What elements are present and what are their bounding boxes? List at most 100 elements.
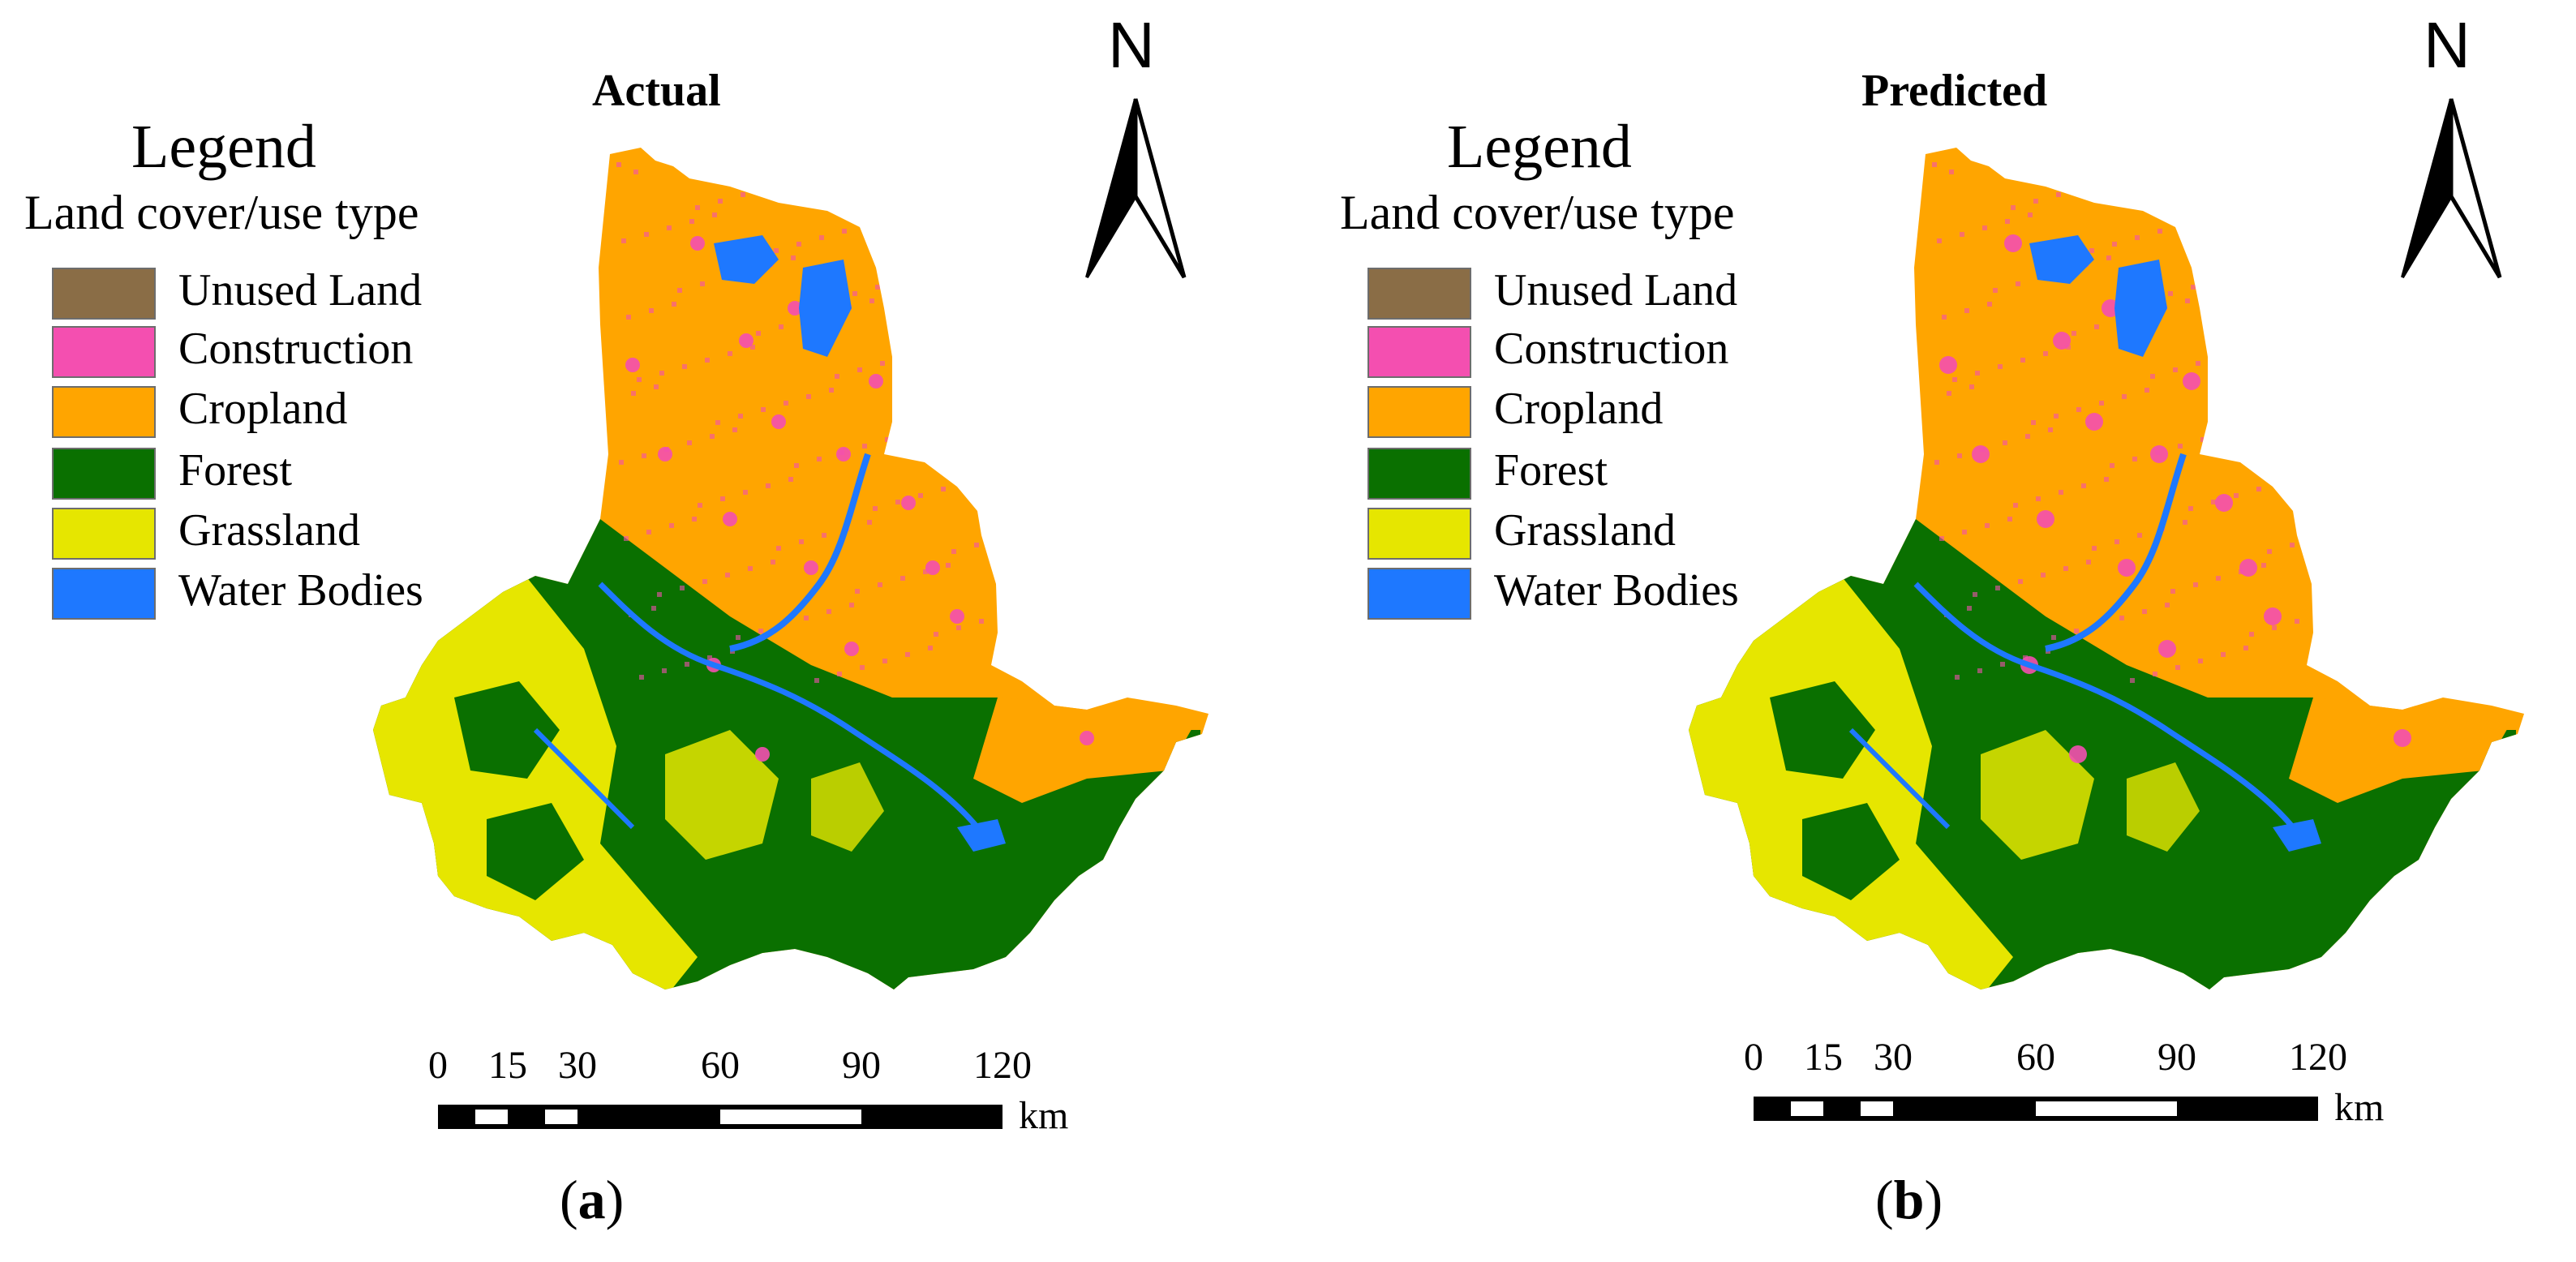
construction-pixel — [741, 192, 745, 197]
construction-pixel — [784, 401, 788, 406]
river — [2045, 453, 2187, 652]
construction-pixel — [705, 358, 710, 363]
construction-pixel — [2203, 216, 2208, 221]
construction-pixel — [2072, 331, 2076, 336]
construction-pixel — [2295, 619, 2299, 624]
construction-pixel — [2282, 259, 2286, 264]
construction-pixel — [633, 170, 638, 174]
construction-pixel — [934, 632, 938, 637]
legend-label: Grassland — [1494, 505, 1676, 556]
construction-pixel — [867, 520, 872, 525]
forest-patch — [487, 803, 584, 900]
construction-pixel — [2016, 281, 2020, 286]
construction-pixel — [616, 162, 621, 167]
construction-pixel — [796, 242, 801, 247]
scale-bar — [438, 1105, 1002, 1129]
cropland-area — [2289, 698, 2516, 803]
construction-pixel — [1964, 308, 1969, 313]
construction-pixel — [698, 503, 702, 508]
construction-pixel — [750, 345, 755, 350]
construction-pixel — [862, 444, 867, 449]
legend-title: Legend — [131, 113, 316, 181]
construction-pixel — [2054, 414, 2059, 419]
construction-pixel — [786, 179, 791, 184]
construction-pixel — [806, 394, 811, 399]
construction-pixel — [979, 619, 984, 624]
construction-pixel — [712, 212, 717, 217]
construction-pixel — [931, 334, 936, 339]
construction-pixel — [1967, 606, 1972, 611]
construction-pixel — [903, 354, 908, 359]
map-title: Actual — [592, 66, 721, 116]
construction-pixel — [2239, 569, 2243, 574]
construction-pixel — [2252, 410, 2256, 415]
construction-pixel — [2218, 354, 2223, 359]
construction-pixel — [826, 609, 831, 614]
river — [1913, 582, 2308, 845]
river — [533, 728, 635, 830]
legend-label: Forest — [178, 445, 292, 496]
construction-pixel — [895, 500, 900, 504]
construction-pixel — [2007, 517, 2012, 522]
construction-pixel — [814, 678, 819, 683]
construction-pixel — [1982, 225, 1987, 230]
scale-tick: 30 — [558, 1044, 597, 1087]
legend-label: Cropland — [178, 384, 348, 434]
forest-patch — [454, 681, 560, 779]
construction-pixel — [2102, 179, 2106, 184]
construction-pixel — [2274, 404, 2279, 409]
construction-pixel — [2122, 394, 2127, 399]
construction-pixel — [1998, 364, 2003, 369]
construction-pixel — [961, 182, 966, 187]
construction-pixel — [2249, 632, 2254, 637]
construction-pixel — [2089, 248, 2094, 253]
construction-pixel — [763, 186, 768, 191]
scale-tick: 0 — [1744, 1036, 1763, 1079]
construction-pixel — [776, 546, 781, 551]
construction-pixel — [869, 298, 874, 303]
construction-pixel — [2114, 539, 2119, 544]
construction-pixel — [1980, 447, 1985, 452]
construction-pixel — [695, 205, 700, 210]
construction-pixel — [720, 496, 725, 501]
scale-tick: 90 — [2157, 1036, 2196, 1079]
construction-pixel — [646, 530, 651, 534]
construction-pixel — [715, 420, 720, 425]
construction-pixel — [1932, 162, 1937, 167]
construction-pixel — [2155, 450, 2160, 455]
river — [729, 453, 871, 652]
north-arrow-icon — [1085, 98, 1187, 279]
construction-pixel — [761, 407, 766, 412]
construction-pixel — [687, 440, 692, 445]
legend-subtitle: Land cover/use type — [24, 186, 419, 239]
legend-label: Grassland — [178, 505, 360, 556]
construction-patch — [2394, 729, 2411, 747]
construction-pixel — [1957, 453, 1962, 458]
construction-pixel — [2033, 199, 2038, 204]
construction-pixel — [2142, 609, 2147, 614]
construction-patch — [788, 301, 802, 316]
construction-pixel — [2132, 457, 2137, 461]
construction-pixel — [860, 665, 865, 670]
construction-patch — [2118, 559, 2136, 577]
legend-label: Unused Land — [178, 265, 423, 316]
legend-swatch — [52, 508, 156, 560]
construction-pixel — [2137, 533, 2142, 538]
panel-caption: (b) — [1875, 1169, 1943, 1230]
construction-pixel — [2043, 351, 2048, 356]
construction-pixel — [748, 566, 753, 571]
construction-pixel — [2173, 367, 2178, 372]
construction-pixel — [2211, 500, 2216, 504]
construction-pixel — [2178, 444, 2183, 449]
construction-pixel — [2076, 407, 2081, 412]
construction-pixel — [977, 321, 981, 326]
construction-pixel — [659, 371, 664, 376]
construction-pixel — [943, 265, 948, 270]
construction-pixel — [2028, 212, 2033, 217]
construction-patch — [1972, 445, 1990, 463]
cropland-area — [973, 698, 1200, 803]
construction-pixel — [923, 569, 928, 574]
construction-pixel — [2209, 202, 2213, 207]
construction-pixel — [2297, 397, 2302, 402]
construction-pixel — [637, 377, 642, 382]
